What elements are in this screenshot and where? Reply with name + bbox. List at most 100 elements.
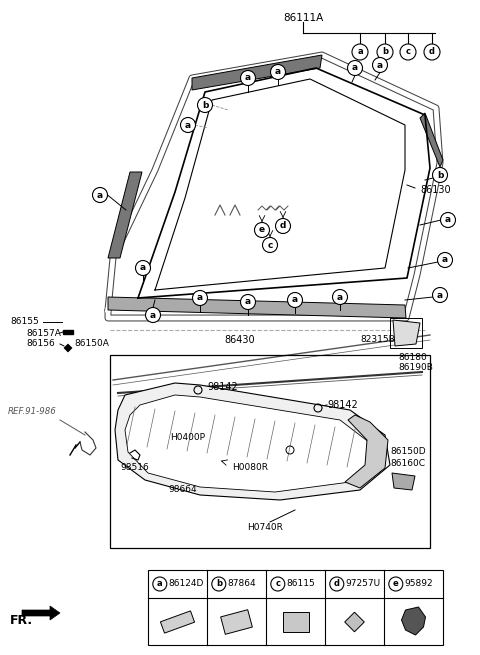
Circle shape xyxy=(389,577,403,591)
Polygon shape xyxy=(192,55,322,90)
Bar xyxy=(283,612,309,632)
Text: a: a xyxy=(357,48,363,56)
Polygon shape xyxy=(420,113,443,167)
Text: 98142: 98142 xyxy=(327,400,358,410)
Text: c: c xyxy=(406,48,410,56)
Polygon shape xyxy=(125,395,373,492)
Text: 86156: 86156 xyxy=(26,339,55,348)
Bar xyxy=(63,330,73,334)
Circle shape xyxy=(212,577,226,591)
Circle shape xyxy=(432,288,447,303)
Text: c: c xyxy=(267,240,273,250)
Polygon shape xyxy=(108,172,142,258)
Text: a: a xyxy=(352,64,358,73)
Circle shape xyxy=(93,187,108,202)
Text: 86180: 86180 xyxy=(398,354,427,362)
Text: 86160C: 86160C xyxy=(390,458,425,468)
Polygon shape xyxy=(345,415,388,488)
Text: 95892: 95892 xyxy=(405,580,433,588)
Text: b: b xyxy=(216,580,222,588)
Text: d: d xyxy=(429,48,435,56)
Text: 86430: 86430 xyxy=(225,335,255,345)
Circle shape xyxy=(153,577,167,591)
Circle shape xyxy=(400,44,416,60)
Text: e: e xyxy=(259,225,265,234)
Text: 86124D: 86124D xyxy=(169,580,204,588)
Polygon shape xyxy=(64,344,72,352)
Circle shape xyxy=(288,293,302,307)
Circle shape xyxy=(135,261,151,276)
Circle shape xyxy=(348,60,362,75)
Circle shape xyxy=(432,168,447,183)
Circle shape xyxy=(424,44,440,60)
Text: 82315B: 82315B xyxy=(360,335,395,345)
Circle shape xyxy=(276,219,290,233)
Bar xyxy=(221,610,252,634)
Text: 86150D: 86150D xyxy=(390,447,426,457)
Circle shape xyxy=(263,238,277,252)
Circle shape xyxy=(330,577,344,591)
Circle shape xyxy=(352,44,368,60)
Text: 98142: 98142 xyxy=(207,382,238,392)
Text: a: a xyxy=(292,295,298,305)
Bar xyxy=(160,611,194,633)
Text: H0080R: H0080R xyxy=(232,462,268,472)
Circle shape xyxy=(372,58,387,73)
Text: 86130: 86130 xyxy=(420,185,451,195)
Text: 86155: 86155 xyxy=(10,318,39,326)
Text: 86115: 86115 xyxy=(287,580,315,588)
Circle shape xyxy=(197,98,213,113)
Polygon shape xyxy=(115,383,390,500)
Text: 87864: 87864 xyxy=(228,580,256,588)
Text: a: a xyxy=(97,191,103,200)
Text: a: a xyxy=(185,121,191,130)
Bar xyxy=(390,318,422,348)
Text: FR.: FR. xyxy=(10,614,33,626)
Text: a: a xyxy=(337,293,343,301)
Text: a: a xyxy=(245,297,251,307)
Text: b: b xyxy=(382,48,388,56)
Text: d: d xyxy=(280,221,286,231)
Circle shape xyxy=(441,212,456,227)
Bar xyxy=(110,355,430,548)
Text: 86150A: 86150A xyxy=(74,339,109,348)
Text: 97257U: 97257U xyxy=(346,580,381,588)
Text: a: a xyxy=(377,60,383,69)
Circle shape xyxy=(240,71,255,86)
Text: REF.91-986: REF.91-986 xyxy=(8,407,57,417)
Text: 86157A: 86157A xyxy=(26,329,61,337)
Polygon shape xyxy=(401,607,425,635)
Text: a: a xyxy=(245,73,251,83)
Text: 98664: 98664 xyxy=(168,485,197,495)
Bar xyxy=(148,570,443,645)
Text: a: a xyxy=(437,291,443,299)
Text: a: a xyxy=(442,255,448,265)
Circle shape xyxy=(240,295,255,310)
Text: e: e xyxy=(393,580,399,588)
Circle shape xyxy=(271,64,286,79)
Text: H0400P: H0400P xyxy=(170,432,205,441)
Text: a: a xyxy=(157,580,163,588)
Polygon shape xyxy=(345,612,364,632)
Circle shape xyxy=(192,291,207,305)
Text: H0740R: H0740R xyxy=(247,523,283,533)
Polygon shape xyxy=(108,297,406,318)
Text: a: a xyxy=(445,215,451,225)
Circle shape xyxy=(333,290,348,305)
Text: a: a xyxy=(197,293,203,303)
Polygon shape xyxy=(22,606,60,620)
Text: a: a xyxy=(275,67,281,77)
Polygon shape xyxy=(393,320,420,346)
Text: 86190B: 86190B xyxy=(398,364,433,373)
Text: a: a xyxy=(150,310,156,320)
Text: 86111A: 86111A xyxy=(283,13,323,23)
Text: a: a xyxy=(140,263,146,272)
Text: c: c xyxy=(276,580,280,588)
Circle shape xyxy=(271,577,285,591)
Text: b: b xyxy=(202,100,208,109)
Circle shape xyxy=(180,117,195,132)
Text: b: b xyxy=(437,170,443,179)
Circle shape xyxy=(145,307,160,322)
Text: 98516: 98516 xyxy=(120,462,149,472)
Circle shape xyxy=(437,252,453,267)
